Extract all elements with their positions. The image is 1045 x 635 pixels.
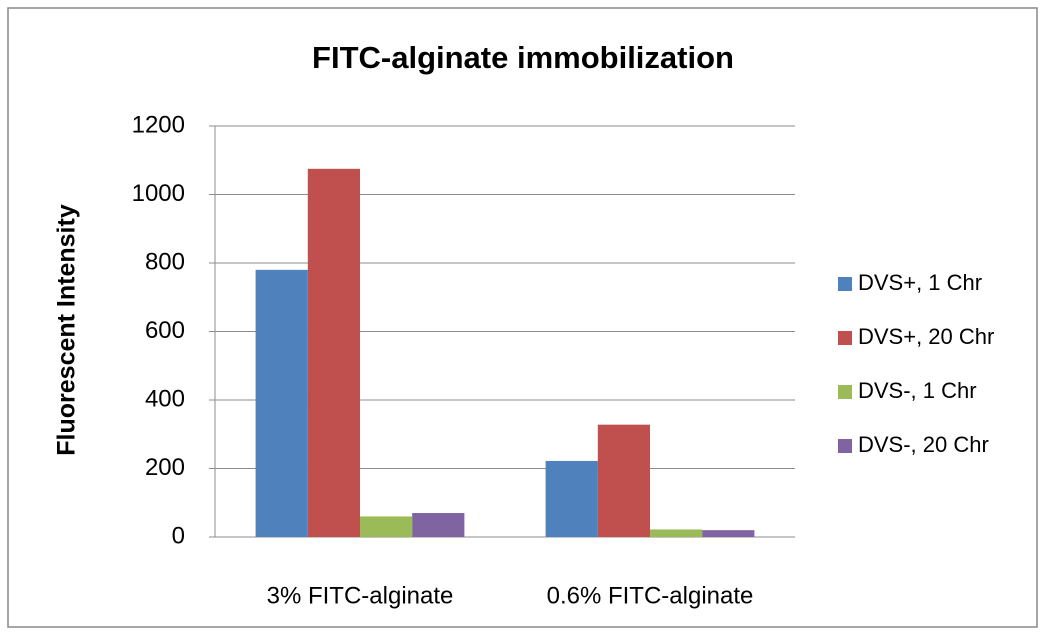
x-tick-label: 3% FITC-alginate [267, 582, 454, 609]
y-tick-label: 200 [145, 454, 185, 481]
y-tick-label: 600 [145, 317, 185, 344]
bar [412, 513, 465, 537]
y-axis-label: Fluorescent Intensity [53, 204, 81, 456]
legend-swatch [838, 331, 852, 345]
y-tick-label: 1200 [132, 111, 185, 138]
legend-label: DVS+, 20 Chr [858, 324, 994, 349]
bar [255, 269, 308, 537]
y-tick-label: 1000 [132, 180, 185, 207]
y-tick-label: 400 [145, 385, 185, 412]
y-tick-label: 0 [172, 522, 185, 549]
legend-label: DVS-, 1 Chr [858, 378, 977, 403]
bar [650, 529, 703, 537]
bar [702, 530, 755, 537]
bar [545, 460, 598, 537]
legend-swatch [838, 439, 852, 453]
bar [597, 424, 650, 537]
bar [360, 516, 413, 537]
legend-swatch [838, 277, 852, 291]
legend-label: DVS-, 20 Chr [858, 432, 989, 457]
x-tick-label: 0.6% FITC-alginate [547, 582, 754, 609]
chart-frame [7, 7, 1038, 628]
chart-title: FITC-alginate immobilization [312, 40, 734, 75]
legend-swatch [838, 385, 852, 399]
y-tick-label: 800 [145, 248, 185, 275]
legend-label: DVS+, 1 Chr [858, 270, 982, 295]
bar [307, 168, 360, 537]
